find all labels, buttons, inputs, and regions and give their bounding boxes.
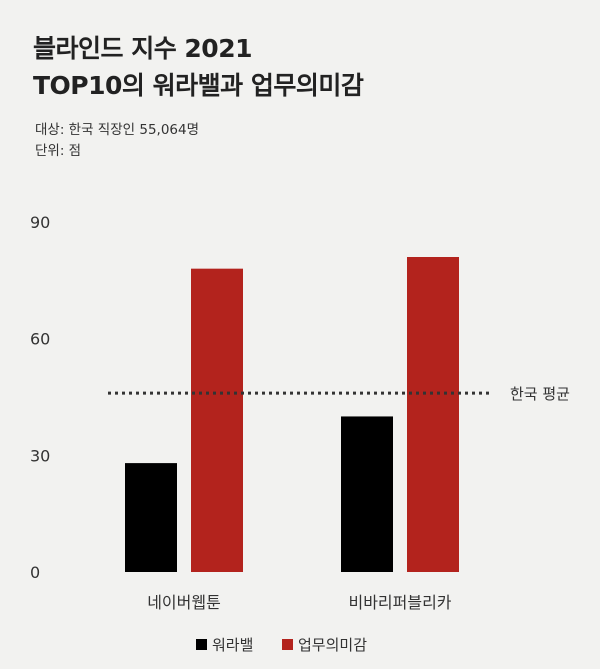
- bar-meaning: [191, 268, 243, 572]
- y-tick-label: 60: [30, 330, 50, 349]
- chart-subtitle: 대상: 한국 직장인 55,064명 단위: 점: [35, 120, 199, 162]
- legend-label-meaning: 업무의미감: [298, 636, 367, 654]
- legend-swatch-worklife: [196, 639, 207, 650]
- bar-meaning: [407, 257, 459, 572]
- chart-subtitle-line-2: 단위: 점: [35, 143, 82, 159]
- x-tick-label: 네이버웹툰: [147, 593, 221, 612]
- y-tick-label: 0: [30, 563, 40, 582]
- y-tick-label: 90: [30, 213, 50, 232]
- chart-title-line-1: 블라인드 지수 2021: [33, 34, 253, 63]
- chart-title: 블라인드 지수 2021 TOP10의 워라밸과 업무의미감: [33, 30, 364, 104]
- bar-worklife: [341, 416, 393, 572]
- x-tick-label: 비바리퍼블리카: [348, 593, 451, 612]
- legend-label-worklife: 워라밸: [212, 636, 253, 654]
- average-reference-label: 한국 평균: [510, 385, 570, 403]
- chart-title-line-2: TOP10의 워라밸과 업무의미감: [33, 71, 364, 100]
- legend-swatch-meaning: [282, 639, 293, 650]
- chart-subtitle-line-1: 대상: 한국 직장인 55,064명: [35, 122, 200, 138]
- y-tick-label: 30: [30, 446, 50, 465]
- bar-worklife: [125, 463, 177, 572]
